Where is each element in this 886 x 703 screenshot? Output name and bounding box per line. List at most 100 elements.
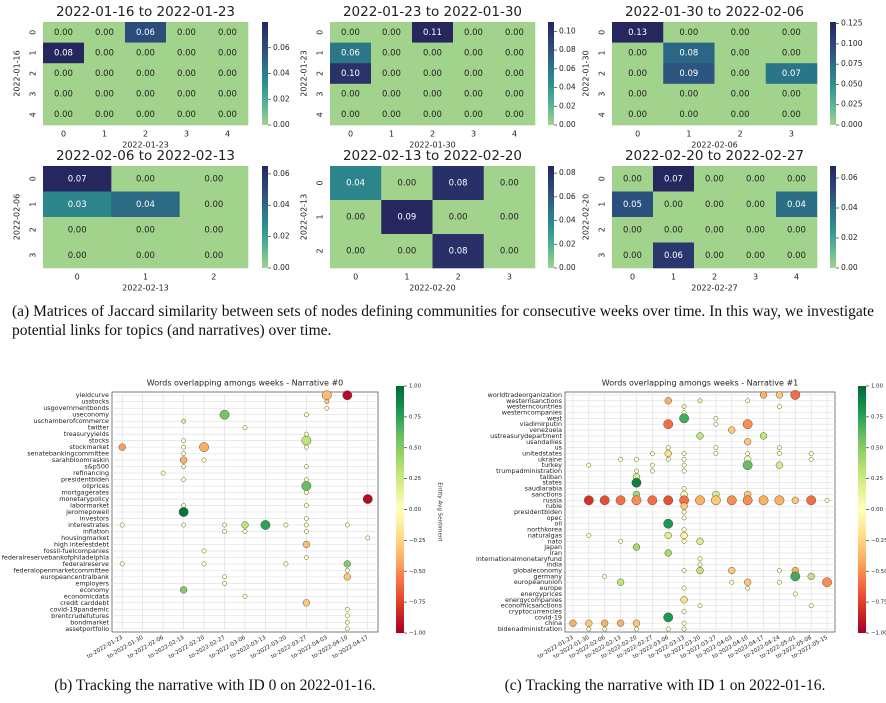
y-tick-label: senatebankingcommittee [27,450,109,458]
bubble [631,477,642,488]
y-tick-label: presidentbiden [514,508,562,516]
y-tick-label: economicdata [64,592,109,600]
bubble [303,503,309,508]
bubble [344,613,350,619]
bubble [179,586,188,594]
bubble [681,620,687,626]
y-tick-label: 2 [29,227,38,232]
bubble [696,432,704,440]
colorbar-tick-label: 0.02 [559,101,576,110]
bubble [728,566,736,575]
bubble [681,585,687,591]
bubble [201,561,207,567]
x-tick-label: 2 [211,273,216,282]
cell-label: 0.00 [705,200,724,210]
bubble [344,522,350,528]
cell-label: 0.00 [705,251,724,261]
bubble [632,619,641,627]
colorbar-tick-label: 0.06 [273,169,290,178]
colorbar-tick-label: −0.75 [409,600,426,606]
heatmap-cell [179,217,249,243]
x-tick-label: 2 [143,130,148,139]
y-tick-label: usgovernmentbonds [43,404,109,412]
heatmap-cell [663,63,715,85]
bubble [303,555,309,560]
heatmap-cell [43,191,112,218]
bubble [634,456,639,462]
bubble [665,445,671,451]
cell-label: 0.00 [628,69,647,79]
bubble [792,591,798,597]
heatmap-cell [330,83,372,105]
colorbar-tick-label: 0.04 [559,216,576,225]
heatmap-cell [714,42,767,64]
bubble [696,537,704,545]
bubble [791,496,799,504]
heatmap-cell [765,83,818,105]
cell-label: 0.00 [218,90,237,100]
cell-label: 0.04 [346,179,365,189]
x-tick-label: 3 [507,273,512,282]
bubble [181,438,187,444]
bubble [616,619,625,627]
cell-label: 0.00 [177,69,196,79]
y-tick-label: 1 [598,202,607,207]
bubble [586,533,592,538]
y-tick-label: oil [555,520,563,528]
colorbar-tick-label: 0.08 [559,168,576,177]
bubble [303,516,309,521]
colorbar-tick-label: 0.02 [273,94,290,103]
bubble [777,451,782,456]
heatmap-cell [612,166,654,192]
x-tick-label: 4 [512,130,517,139]
y-tick-label: internationalmonetaryfund [476,555,562,563]
heatmap-cell [207,104,249,126]
chart-title: 2022-01-30 to 2022-02-06 [625,4,804,20]
heatmap-cell [111,217,180,243]
chart-title: Words overlapping amongs weeks - Narrati… [147,379,344,388]
bubble [759,391,768,399]
x-tick-label: 2 [738,130,743,139]
colorbar-tick-label: 0.050 [841,79,863,88]
bubble [344,626,350,632]
bubble [806,495,817,506]
bubble [824,497,830,503]
heatmap-cell [412,22,454,43]
heatmap-cell [612,42,664,64]
bubble [634,468,639,474]
heatmap-cell [653,191,695,218]
y-tick-label: oilprices [82,482,109,490]
y-tick-label: europe [540,584,562,592]
heatmap-cell [43,104,85,126]
bubble [179,456,188,464]
cell-label: 0.00 [68,251,87,261]
bubble [695,495,705,506]
y-axis-label: 2022-02-13 [300,194,309,241]
cell-label: 0.00 [464,28,483,38]
cell-label: 0.00 [136,48,155,58]
bubble [302,540,311,549]
heatmap-cell [612,217,654,243]
cell-label: 0.00 [746,174,765,184]
x-tick-label: 1 [143,273,148,282]
cell-label: 0.00 [731,110,750,120]
x-tick-label: 0 [348,130,353,139]
cell-label: 0.00 [623,251,642,261]
bubble [632,543,641,551]
heatmap-cell [735,242,777,269]
bubble [569,619,577,627]
cell-label: 0.00 [664,200,683,210]
heatmap-cell [111,191,180,218]
bubble [283,522,289,528]
bubble [681,468,687,474]
cell-label: 0.00 [731,90,750,100]
heatmap-cell [166,42,208,64]
y-tick-label: japan [543,543,562,551]
heatmap-cell [371,63,413,85]
y-tick-label: ustreasurydepartment [490,432,562,440]
heatmap-cell [694,242,736,269]
cell-label: 0.08 [679,48,698,58]
colorbar-label: Entity Avg Sentiment [437,482,443,542]
bubble [649,462,655,468]
bubble [118,443,126,451]
